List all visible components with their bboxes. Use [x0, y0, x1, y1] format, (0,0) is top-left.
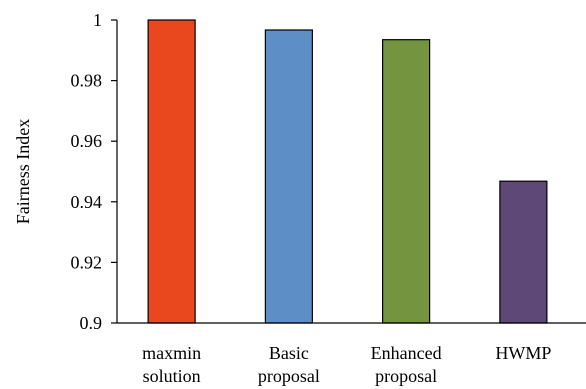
x-category-label: maxmin solution — [142, 343, 201, 386]
x-category-label-line: proposal — [258, 366, 320, 386]
y-tick-label: 0.9 — [80, 313, 103, 333]
y-tick-label: 0.94 — [71, 192, 103, 212]
y-tick-label: 0.98 — [71, 71, 103, 91]
x-category-label: Basic proposal — [258, 343, 320, 386]
x-category-label-line: Basic — [269, 343, 309, 363]
y-tick-label: 1 — [93, 10, 102, 30]
y-axis-title: Fairness Index — [13, 119, 33, 224]
x-category-label-line: solution — [143, 366, 201, 386]
y-tick-label: 0.92 — [71, 252, 103, 272]
bar — [382, 39, 431, 324]
bar — [147, 19, 196, 324]
bar — [264, 29, 313, 324]
x-category-label-line: Enhanced — [371, 343, 442, 363]
x-category-label-line: maxmin — [142, 343, 201, 363]
x-category-label-line: proposal — [375, 366, 437, 386]
x-axis-labels: maxmin solution Basic proposal Enhanced propo… — [142, 343, 551, 386]
bar — [499, 180, 548, 324]
y-tick-label: 0.96 — [71, 131, 103, 151]
x-category-label: HWMP — [495, 343, 551, 363]
y-axis-ticks: 0.9 0.92 0.94 0.96 0.98 1 — [71, 10, 117, 333]
x-category-label: Enhanced proposal — [371, 343, 442, 386]
bars — [147, 19, 548, 324]
x-category-label-line: HWMP — [495, 343, 551, 363]
